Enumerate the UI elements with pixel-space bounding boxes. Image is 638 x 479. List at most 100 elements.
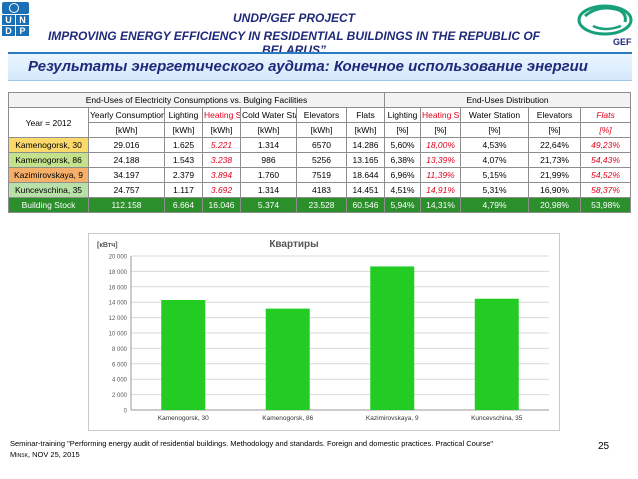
y-tick-label: 10 000	[109, 332, 128, 338]
y-tick-label: 8 000	[112, 347, 128, 353]
table-cell: 5,94%	[384, 197, 422, 213]
unit-cell: [%]	[580, 122, 632, 138]
table-cell: 6,38%	[384, 152, 422, 168]
page-number: 25	[598, 441, 610, 452]
table-cell: 112.158	[88, 197, 165, 213]
flats-bar-chart: 0 2 000 4 000 6 000 8 000 10 000 12 000 14 000 1…	[88, 233, 560, 431]
x-tick-label: Kuncevschina, 35	[471, 415, 523, 422]
energy-table: End-Uses of Electricity Consumptions vs.…	[7, 92, 632, 213]
unit-cell: [%]	[384, 122, 422, 138]
table-cell: 986	[240, 152, 297, 168]
table-cell: 1.314	[240, 137, 297, 153]
chart-title: Квартиры	[269, 239, 318, 250]
table-cell: 1.625	[164, 137, 203, 153]
column-header: Elevators	[296, 107, 347, 123]
table-cell: 3.894	[202, 167, 241, 183]
table-cell: 22,64%	[528, 137, 582, 153]
table-cell: 58,37%	[580, 182, 632, 198]
table-cell: 54,52%	[580, 167, 632, 183]
table-cell: 4,51%	[384, 182, 422, 198]
table-cell: 5,31%	[460, 182, 530, 198]
table-cell: 18,00%	[420, 137, 462, 153]
row-name: Kamenogorsk, 86	[8, 152, 89, 168]
table-cell: 7519	[296, 167, 347, 183]
y-axis-label: [кВтч]	[97, 242, 118, 249]
table-cell: 49,23%	[580, 137, 632, 153]
table-cell: 23.528	[296, 197, 347, 213]
unit-cell: [%]	[420, 122, 462, 138]
table-cell: 1.117	[164, 182, 203, 198]
slide-title-band: Результаты энергетического аудита: Конеч…	[8, 52, 632, 81]
table-cell: 20,98%	[528, 197, 582, 213]
table-cell: 1.543	[164, 152, 203, 168]
column-header: Lighting	[164, 107, 203, 123]
undp-letter: N	[16, 15, 29, 25]
column-header: Elevators	[528, 107, 582, 123]
unit-cell: [kWh]	[240, 122, 297, 138]
column-header: Heating System	[202, 107, 241, 123]
project-title: UNDP/GEF PROJECT	[232, 11, 355, 25]
table-cell: 54,43%	[580, 152, 632, 168]
seminar-note: Seminar-training "Performing energy audi…	[10, 439, 494, 448]
column-header: Yearly Consumptions	[88, 107, 165, 123]
table-cell: 24.188	[88, 152, 165, 168]
table-cell: 5.374	[240, 197, 297, 213]
unit-cell: [kWh]	[88, 122, 165, 138]
y-tick-label: 20 000	[109, 255, 128, 261]
y-tick-label: 18 000	[109, 270, 128, 276]
table-cell: 16.046	[202, 197, 241, 213]
table-cell: 1.760	[240, 167, 297, 183]
table-row: Kamenogorsk, 86 24.188 1.543 3.238 986 5256 13…	[8, 152, 632, 168]
column-header: Heating System	[420, 107, 462, 123]
table-cell: 34.197	[88, 167, 165, 183]
unit-cell: [%]	[528, 122, 582, 138]
row-name: Building Stock	[8, 197, 89, 213]
column-header: Flats	[345, 107, 386, 123]
bar	[474, 298, 519, 410]
x-tick-label: Kamenogorsk, 30	[158, 415, 209, 422]
table-cell: 24.757	[88, 182, 165, 198]
table-cell: 6570	[296, 137, 347, 153]
unit-cell: [kWh]	[202, 122, 241, 138]
table-cell: 4183	[296, 182, 347, 198]
y-tick-label: 14 000	[109, 301, 128, 307]
gef-label: GEF	[613, 37, 632, 47]
unit-cell: [kWh]	[164, 122, 203, 138]
y-tick-label: 4 000	[112, 378, 128, 384]
table-cell: 2.379	[164, 167, 203, 183]
y-tick-label: 2 000	[112, 393, 128, 399]
unit-cell: [%]	[460, 122, 530, 138]
undp-logo: U N D P	[2, 2, 29, 46]
table-cell: 53,98%	[580, 197, 632, 213]
undp-letter: U	[2, 15, 15, 25]
table-cell: 4,79%	[460, 197, 530, 213]
table-cell: 14,91%	[420, 182, 462, 198]
table-cell: 3.238	[202, 152, 241, 168]
table-cell: 14,31%	[420, 197, 462, 213]
bar	[265, 308, 310, 410]
table-cell: 18.644	[345, 167, 386, 183]
unit-cell: [kWh]	[296, 122, 347, 138]
building-stock-row: Building Stock 112.158 6.664 16.046 5.374 23.…	[8, 197, 632, 213]
slide-title: Результаты энергетического аудита: Конеч…	[28, 58, 588, 75]
row-name: Kazimirovskaya, 9	[8, 167, 89, 183]
footer-city: Minsk	[10, 450, 28, 459]
undp-letter: P	[16, 26, 29, 36]
group-header-right: End-Uses Distribution	[384, 92, 632, 108]
x-tick-label: Kazimirovskaya, 9	[366, 415, 419, 422]
table-cell: 1.314	[240, 182, 297, 198]
gef-logo: GEF	[577, 4, 633, 47]
year-label: Year = 2012	[8, 107, 89, 138]
y-tick-label: 6 000	[112, 362, 128, 368]
table-row: Kamenogorsk, 30 29.016 1.625 5.221 1.314 6570…	[8, 137, 632, 153]
table-cell: 29.016	[88, 137, 165, 153]
table-cell: 5.221	[202, 137, 241, 153]
y-tick-label: 12 000	[109, 316, 128, 322]
chart-canvas: 0 2 000 4 000 6 000 8 000 10 000 12 000 14 000 1…	[97, 239, 549, 422]
column-header: Cold Water Station	[240, 107, 297, 123]
table-cell: 5,15%	[460, 167, 530, 183]
table-cell: 14.286	[345, 137, 386, 153]
table-cell: 5,60%	[384, 137, 422, 153]
row-name: Kamenogorsk, 30	[8, 137, 89, 153]
column-header: Water Station	[460, 107, 530, 123]
